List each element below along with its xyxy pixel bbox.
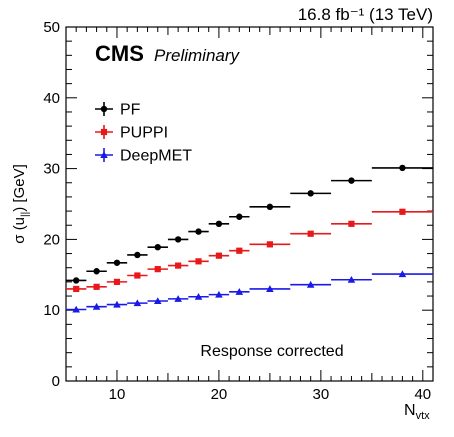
legend-entry-pf: PF <box>95 102 141 119</box>
y-tick-label: 0 <box>52 373 60 390</box>
data-point <box>134 272 141 279</box>
data-point <box>154 266 161 273</box>
y-axis-label: σ (u||) [GeV] <box>11 164 31 243</box>
series-pf <box>66 164 433 284</box>
data-point <box>307 230 314 237</box>
data-point <box>194 292 203 300</box>
legend-marker <box>100 128 108 136</box>
x-tick-label: 20 <box>211 386 228 403</box>
data-point <box>306 280 315 288</box>
data-point <box>215 290 223 298</box>
y-tick-label: 50 <box>43 19 60 36</box>
data-point <box>398 270 407 278</box>
data-point <box>215 252 223 259</box>
legend-label: PF <box>120 102 141 119</box>
y-axis-label-sub: || <box>20 212 31 217</box>
y-tick-label: 10 <box>43 302 60 319</box>
lumi-label: 16.8 fb⁻¹ (13 TeV) <box>298 5 433 24</box>
data-point <box>399 208 406 215</box>
data-point <box>307 190 314 197</box>
x-tick-label: 10 <box>109 386 126 403</box>
data-point <box>235 287 244 295</box>
data-point <box>266 285 274 292</box>
data-point <box>266 203 274 211</box>
y-tick-label: 20 <box>43 231 60 248</box>
data-point <box>113 278 121 285</box>
data-point <box>174 236 182 243</box>
data-point <box>113 300 121 308</box>
data-point <box>73 285 80 293</box>
y-tick-label: 30 <box>43 161 60 178</box>
experiment-label: CMS <box>95 41 144 66</box>
data-point <box>236 247 243 254</box>
data-point <box>93 268 100 275</box>
data-point <box>236 213 243 220</box>
data-point <box>399 164 406 172</box>
data-point <box>347 275 356 283</box>
data-point <box>113 259 121 266</box>
data-point <box>153 297 162 305</box>
legend: PF PUPPI DeepMET <box>95 102 192 165</box>
x-axis-label-sub: vtx <box>416 410 431 422</box>
data-point <box>72 277 80 284</box>
legend-label: PUPPI <box>120 125 168 142</box>
data-point <box>92 302 101 310</box>
data-point <box>348 177 355 184</box>
series-puppi <box>66 208 433 293</box>
data-point <box>215 220 223 228</box>
axis-ticks: 0 10 20 30 40 50 10 20 30 40 <box>43 19 434 403</box>
x-axis-label-main: N <box>404 402 416 419</box>
legend-marker <box>100 151 108 159</box>
series-deepmet <box>66 270 433 313</box>
legend-entry-deepmet: DeepMET <box>95 148 192 165</box>
x-tick-label: 40 <box>414 386 431 403</box>
y-axis-label-end: ) [GeV] <box>11 164 28 212</box>
data-point <box>93 283 100 290</box>
data-point <box>134 251 141 259</box>
status-label: Preliminary <box>154 46 241 65</box>
x-tick-label: 30 <box>313 386 330 403</box>
legend-label: DeepMET <box>120 148 192 165</box>
y-axis-label-main: σ (u <box>11 217 28 244</box>
y-tick-label: 40 <box>43 90 60 107</box>
data-point <box>195 228 202 235</box>
plot-frame <box>65 26 434 382</box>
data-point <box>133 299 142 307</box>
data-point <box>72 305 80 313</box>
data-point <box>195 258 202 265</box>
legend-entry-puppi: PUPPI <box>95 125 168 142</box>
data-series <box>66 164 433 313</box>
legend-marker <box>100 105 108 113</box>
response-corrected-annotation: Response corrected <box>200 343 343 360</box>
data-point <box>175 262 182 269</box>
data-point <box>348 220 355 227</box>
data-point <box>174 295 182 302</box>
x-axis-label: Nvtx <box>404 402 430 422</box>
data-point <box>266 241 273 248</box>
data-point <box>154 243 161 251</box>
